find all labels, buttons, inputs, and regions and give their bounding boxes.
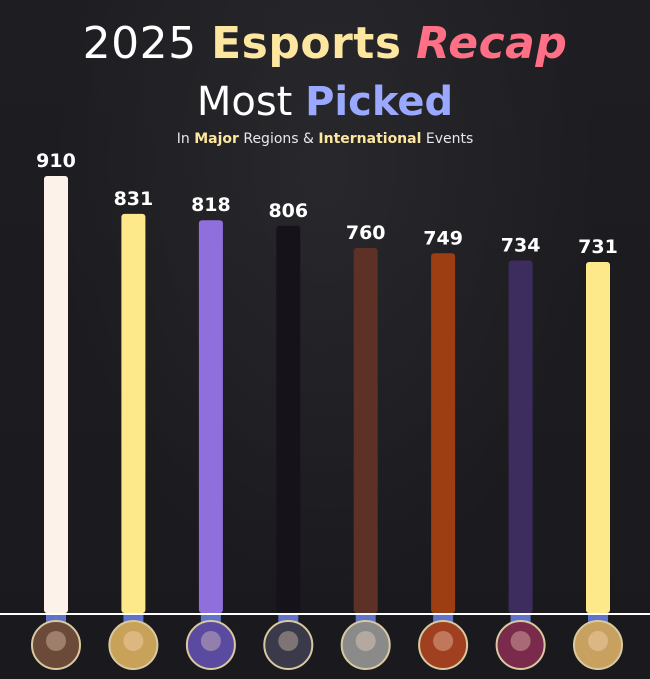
value-label-2: 831: [114, 188, 154, 210]
subtitle-regions: Regions &: [243, 131, 314, 147]
champion-icon-5: [340, 620, 391, 670]
value-label-4: 806: [268, 200, 308, 222]
title-esports: Esports: [211, 18, 402, 69]
champion-icon-2: [108, 620, 159, 670]
chart-subtitle-main: Most Picked: [0, 76, 650, 128]
value-label-5: 760: [346, 222, 386, 244]
title-picked: Picked: [305, 79, 454, 125]
subtitle-major: Major: [194, 131, 239, 147]
value-label-3: 818: [191, 194, 231, 216]
champion-icon-face-3: [200, 631, 221, 651]
subtitle-international: International: [318, 131, 422, 147]
champion-icon-face-5: [355, 631, 376, 651]
bar-7: [508, 260, 533, 613]
champion-icon-face-1: [46, 631, 66, 651]
champion-icons-group: [31, 620, 623, 670]
bar-3: [198, 220, 223, 613]
chart-title: 2025 Esports Recap: [0, 16, 650, 72]
champion-icon-face-7: [510, 631, 531, 651]
value-label-8: 731: [578, 236, 618, 258]
bar-2: [121, 213, 146, 613]
title-year: 2025: [82, 18, 197, 69]
champion-icon-3: [185, 620, 236, 670]
value-labels-group: 910 831 818 806 760 749 734 731: [36, 150, 618, 258]
bar-6: [431, 253, 456, 614]
bar-1: [44, 176, 68, 613]
champion-icon-1: [31, 620, 81, 670]
champion-icon-face-6: [433, 631, 454, 651]
bar-8: [586, 262, 610, 613]
subtitle-events: Events: [425, 131, 474, 147]
subtitle-in: In: [176, 131, 190, 147]
title-recap: Recap: [416, 18, 568, 69]
value-label-7: 734: [501, 235, 541, 257]
value-label-1: 910: [36, 150, 76, 172]
champion-icon-7: [495, 620, 546, 670]
champion-icon-8: [573, 620, 623, 670]
champion-icon-face-2: [123, 631, 144, 651]
champion-icon-4: [263, 620, 314, 670]
chart-subtitle: In Major Regions & International Events: [0, 128, 650, 150]
bars-group: [44, 176, 610, 614]
title-most: Most: [196, 79, 293, 125]
champion-icon-6: [418, 620, 469, 670]
bar-5: [353, 248, 378, 613]
champion-icon-face-8: [588, 631, 608, 651]
champion-icon-face-4: [278, 631, 299, 651]
bar-4: [276, 225, 301, 613]
value-label-6: 749: [423, 227, 463, 249]
